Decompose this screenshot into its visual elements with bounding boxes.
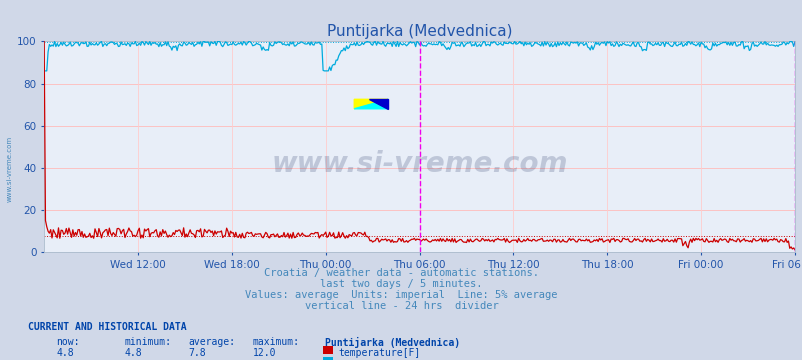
Text: vertical line - 24 hrs  divider: vertical line - 24 hrs divider: [304, 301, 498, 311]
Text: now:: now:: [56, 337, 79, 347]
Text: 4.8: 4.8: [124, 348, 142, 358]
Text: www.si-vreme.com: www.si-vreme.com: [271, 149, 567, 177]
Text: CURRENT AND HISTORICAL DATA: CURRENT AND HISTORICAL DATA: [28, 322, 187, 332]
Polygon shape: [354, 99, 387, 109]
Text: www.si-vreme.com: www.si-vreme.com: [6, 136, 13, 202]
Text: average:: average:: [188, 337, 236, 347]
Text: maximum:: maximum:: [253, 337, 300, 347]
Text: minimum:: minimum:: [124, 337, 172, 347]
Text: Croatia / weather data - automatic stations.: Croatia / weather data - automatic stati…: [264, 268, 538, 278]
Text: last two days / 5 minutes.: last two days / 5 minutes.: [320, 279, 482, 289]
Text: 7.8: 7.8: [188, 348, 206, 358]
Text: 4.8: 4.8: [56, 348, 74, 358]
Text: Puntijarka (Medvednica): Puntijarka (Medvednica): [325, 337, 460, 348]
Text: Values: average  Units: imperial  Line: 5% average: Values: average Units: imperial Line: 5%…: [245, 290, 557, 300]
Text: 12.0: 12.0: [253, 348, 276, 358]
Text: temperature[F]: temperature[F]: [338, 348, 419, 358]
Polygon shape: [369, 99, 387, 109]
Polygon shape: [354, 99, 387, 109]
Title: Puntijarka (Medvednica): Puntijarka (Medvednica): [326, 24, 512, 39]
